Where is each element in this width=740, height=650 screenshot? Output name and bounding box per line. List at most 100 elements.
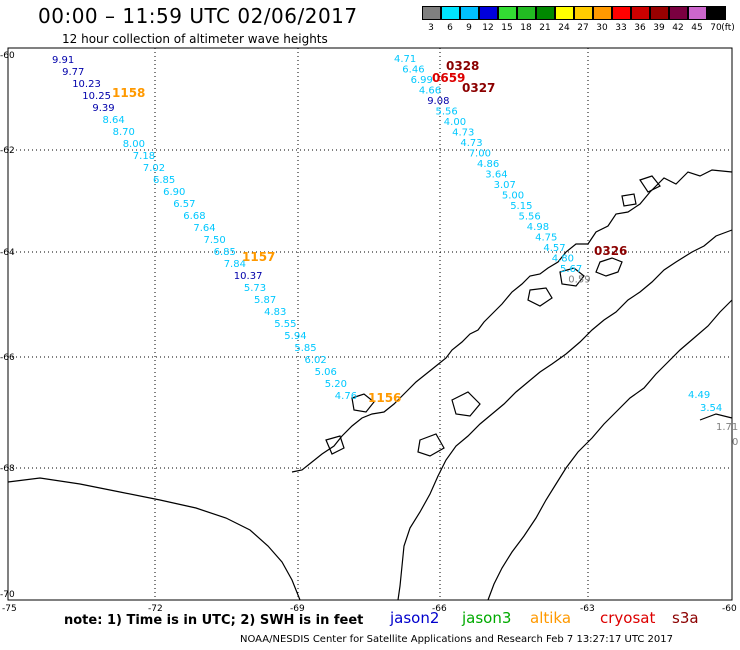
- wave-height-value: 4.83: [264, 307, 286, 318]
- wave-height-value: 6.90: [163, 187, 185, 198]
- time-label: 1157: [242, 250, 275, 264]
- legend-swatch: [669, 6, 688, 20]
- legend-label: 45: [691, 23, 703, 33]
- legend-label: 42: [672, 23, 684, 33]
- time-label: 0328: [446, 59, 479, 73]
- legend-swatch: [593, 6, 612, 20]
- sat-jason3: jason3: [462, 609, 512, 627]
- wave-height-value: 7.02: [143, 163, 165, 174]
- wave-height-value: 9.77: [62, 67, 84, 78]
- wave-height-value: 5.20: [325, 379, 347, 390]
- wave-height-value: 5.00: [502, 191, 524, 202]
- legend-label: 15: [501, 23, 513, 33]
- wave-height-value: 4.75: [535, 233, 557, 244]
- wave-height-value: 7.50: [204, 235, 226, 246]
- lat-label: -66: [0, 353, 15, 363]
- wave-height-value: 6.46: [402, 65, 424, 76]
- legend-label: 36: [634, 23, 646, 33]
- legend-swatch: [688, 6, 707, 20]
- wave-height-value: 5.56: [436, 107, 458, 118]
- wave-height-value: 4.73: [460, 138, 482, 149]
- legend-swatch: [555, 6, 574, 20]
- lat-label: -64: [0, 248, 15, 258]
- wave-height-value: 5.85: [294, 343, 316, 354]
- legend-label: 12: [482, 23, 494, 33]
- wave-height-value: 4.49: [688, 390, 710, 401]
- time-label: 0326: [594, 244, 627, 258]
- sat-jason2: jason2: [390, 609, 440, 627]
- legend-label: 27: [577, 23, 589, 33]
- map-title: 00:00 – 11:59 UTC 02/06/2017: [38, 4, 358, 28]
- wave-height-value: 4.00: [444, 117, 466, 128]
- wave-height-value: 4.57: [543, 243, 565, 254]
- wave-height-value: 6.68: [183, 211, 205, 222]
- wave-height-value: 0.59: [568, 275, 590, 286]
- time-label: 1156: [368, 391, 401, 405]
- wave-height-value: 5.55: [274, 319, 296, 330]
- legend-swatch: [536, 6, 555, 20]
- time-label: 0327: [462, 81, 495, 95]
- wave-height-value: 6.02: [305, 355, 327, 366]
- legend-label: 3: [428, 23, 434, 33]
- lon-label: -66: [432, 604, 447, 614]
- wave-height-value: 7.84: [224, 259, 246, 270]
- wave-height-value: 4.98: [527, 222, 549, 233]
- sat-cryosat: cryosat: [600, 609, 656, 627]
- wave-height-value: 3.54: [700, 403, 722, 414]
- lon-label: -63: [580, 604, 595, 614]
- lat-label: -68: [0, 464, 15, 474]
- wave-height-value: 10.25: [82, 91, 111, 102]
- wave-height-value: 4.71: [394, 54, 416, 65]
- legend-swatch: [498, 6, 517, 20]
- coastline: [7, 169, 733, 601]
- wave-height-value: 10.23: [72, 79, 101, 90]
- credit-line: NOAA/NESDIS Center for Satellite Applica…: [240, 634, 673, 645]
- wave-height-value: 4.66: [419, 86, 441, 97]
- legend-swatch: [707, 6, 726, 20]
- lon-label: -72: [148, 604, 163, 614]
- graticule: [8, 48, 732, 600]
- wave-height-value: 6.99: [411, 75, 433, 86]
- legend-swatch: [460, 6, 479, 20]
- track-east: 4.716.466.994.669.085.564.004.734.737.00…: [394, 54, 591, 286]
- wave-height-value: 6.57: [173, 199, 195, 210]
- legend-swatch: [650, 6, 669, 20]
- wave-height-value: 5.94: [284, 331, 306, 342]
- wave-height-value: 8.00: [123, 139, 145, 150]
- legend-swatch: [479, 6, 498, 20]
- wave-height-value: 5.73: [244, 283, 266, 294]
- wave-height-value: 4.80: [552, 254, 574, 265]
- sat-altika: altika: [530, 609, 572, 627]
- legend-swatch: [631, 6, 650, 20]
- legend-label: 18: [520, 23, 532, 33]
- wave-height-value: 4.86: [477, 159, 499, 170]
- wave-height-value: 5.67: [560, 264, 582, 275]
- wave-height-value: 8.64: [103, 115, 125, 126]
- time-label: 0659: [432, 71, 465, 85]
- legend-label: 30: [596, 23, 608, 33]
- wave-height-value: 5.15: [510, 201, 532, 212]
- legend-swatch: [574, 6, 593, 20]
- map-subtitle: 12 hour collection of altimeter wave hei…: [62, 32, 328, 46]
- sat-s3a: s3a: [672, 609, 699, 627]
- wave-height-value: 6.85: [214, 247, 236, 258]
- wave-height-value: 7.18: [133, 151, 155, 162]
- wave-height-value: 6.85: [153, 175, 175, 186]
- wave-height-value: 3.07: [494, 180, 516, 191]
- wave-height-value: 5.06: [315, 367, 337, 378]
- wave-height-value: 5.87: [254, 295, 276, 306]
- wave-height-value: 7.64: [193, 223, 215, 234]
- map-frame: [7, 47, 733, 601]
- wave-height-value: 10.37: [234, 271, 263, 282]
- wave-height-value: 7.00: [469, 149, 491, 160]
- track-west: 9.919.7710.2310.259.398.648.708.007.187.…: [52, 55, 357, 402]
- wave-height-value: 9.39: [92, 103, 114, 114]
- lat-label: -62: [0, 146, 15, 156]
- legend-swatch: [422, 6, 441, 20]
- track-right: 4.49 3.54 1.71 0: [688, 390, 738, 448]
- legend-unit: (ft): [721, 23, 735, 33]
- legend-label: 24: [558, 23, 570, 33]
- legend-swatch: [441, 6, 460, 20]
- legend-swatch: [612, 6, 631, 20]
